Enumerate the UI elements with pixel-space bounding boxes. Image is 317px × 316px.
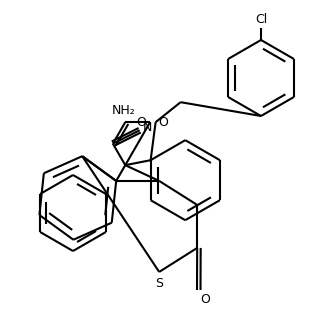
Text: Cl: Cl — [255, 13, 267, 26]
Text: S: S — [155, 277, 163, 290]
Text: O: O — [158, 116, 169, 129]
Text: O: O — [200, 293, 210, 306]
Text: NH₂: NH₂ — [111, 104, 135, 117]
Text: O: O — [136, 116, 146, 129]
Text: N: N — [143, 121, 152, 134]
